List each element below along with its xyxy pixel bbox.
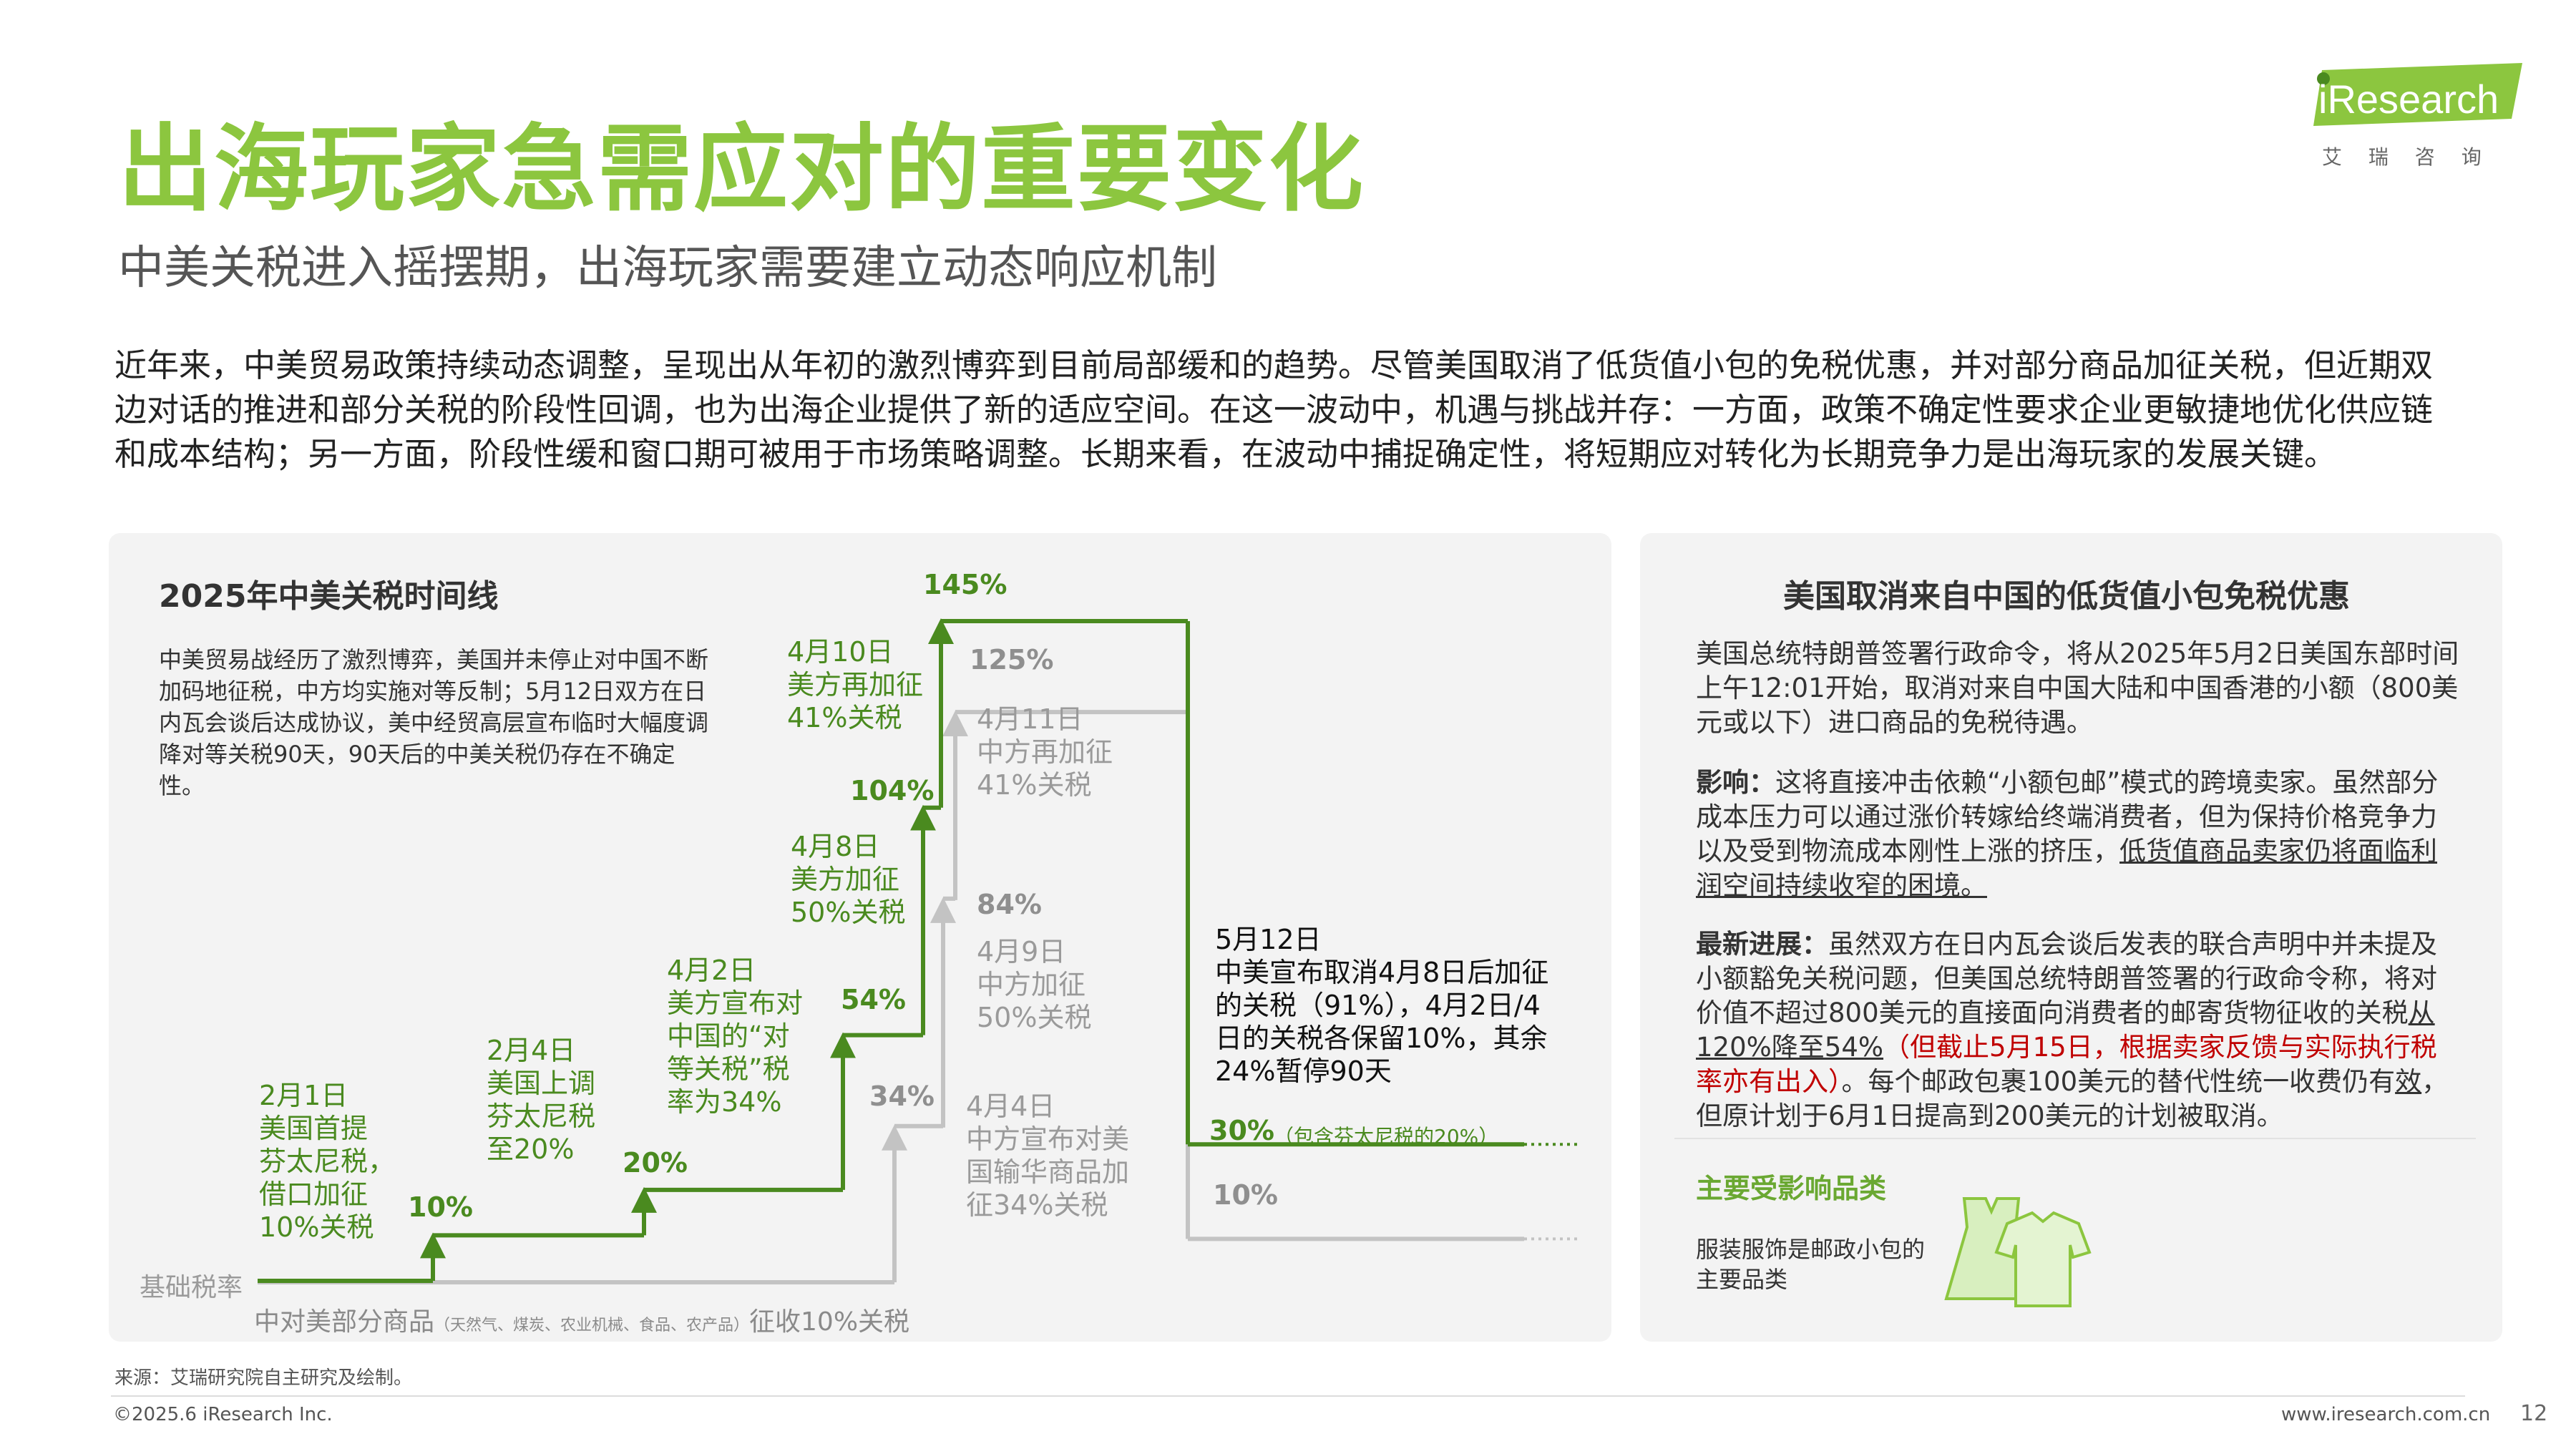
- us-pct-label-0: 10%: [408, 1191, 473, 1223]
- tariff-timeline-panel: [109, 533, 1611, 1342]
- us-pct-label-3: 104%: [850, 775, 935, 806]
- progress-paragraph: 最新进展：虽然双方在日内瓦会谈后发表的联合声明中并未提及小额豁免关税问题，但美国…: [1696, 927, 2462, 1133]
- cn-pct-label-1: 34%: [869, 1080, 935, 1112]
- page-number: 12: [2520, 1401, 2548, 1426]
- cn-pct-label-3: 125%: [970, 644, 1054, 675]
- page-title: 出海玩家急需应对的重要变化: [118, 114, 1365, 225]
- progress-red-note: （但截止5月15日，根据卖家反馈与实际执行税率亦有出入）: [1696, 1032, 2437, 1097]
- de-minimis-panel: [1640, 533, 2502, 1342]
- base-rate-label: 基础税率: [140, 1273, 243, 1302]
- us-pct-label-4: 145%: [923, 569, 1008, 600]
- cn-pct-label-2: 84%: [977, 889, 1042, 920]
- impact-text: 这将直接冲击依赖“小额包邮”模式的跨境卖家。虽然部分成本压力可以通过涨价转嫁给终…: [1696, 767, 2439, 867]
- copyright: ©2025.6 iResearch Inc.: [113, 1404, 333, 1425]
- us-event-label-2: 4月2日 美方宣布对 中国的“对 等关税”税 率为34%: [667, 955, 804, 1118]
- source-note: 来源：艾瑞研究院自主研究及绘制。: [114, 1367, 413, 1389]
- category-text: 服装服饰是邮政小包的主要品类: [1696, 1236, 1926, 1293]
- panel-divider: [1674, 1138, 2476, 1139]
- china-base-tail: 征收10%关税: [749, 1307, 910, 1337]
- us-pct-label-5: 30%: [1209, 1115, 1274, 1146]
- footer-divider: [111, 1395, 2465, 1397]
- iresearch-logo: iResearch 艾 瑞 咨 询: [2308, 63, 2522, 169]
- us-event-label-3: 4月8日 美方加征 50%关税: [791, 831, 906, 928]
- cn-event-label-2: 4月9日 中方加征 50%关税: [977, 936, 1092, 1033]
- impact-paragraph: 影响：这将直接冲击依赖“小额包邮”模式的跨境卖家。虽然部分成本压力可以通过涨价转…: [1696, 766, 2462, 903]
- progress-text-c: ，但原计划于6月1日提高到200美元的计划被取消。: [1696, 1066, 2449, 1131]
- cn-event-label-1: 4月4日 中方宣布对美 国输华商品加 征34%关税: [966, 1091, 1130, 1221]
- timeline-description: 中美贸易战经历了激烈博弈，美国并未停止对中国不断加码地征税，中方均实施对等反制；…: [159, 646, 709, 799]
- timeline-title: 2025年中美关税时间线: [159, 578, 499, 615]
- us-event-label-4: 4月10日 美方再加征 41%关税: [787, 636, 924, 733]
- us-pct-label-2: 54%: [841, 984, 906, 1015]
- impact-label: 影响：: [1696, 767, 1775, 798]
- intro-paragraph: 近年来，中美贸易政策持续动态调整，呈现出从年初的激烈博弈到目前局部缓和的趋势。尽…: [114, 346, 2434, 473]
- progress-label: 最新进展：: [1696, 929, 1828, 960]
- logo-text: iResearch: [2318, 77, 2499, 122]
- may12-event-label: 5月12日 中美宣布取消4月8日后加征 的关税（91%），4月2日/4 日的关税…: [1215, 924, 1549, 1087]
- page-subtitle: 中美关税进入摇摆期，出海玩家需要建立动态响应机制: [118, 242, 1217, 295]
- dress-shirt-icon: [1944, 1197, 2092, 1307]
- category-title: 主要受影响品类: [1696, 1173, 1887, 1204]
- de-minimis-intro: 美国总统特朗普签署行政命令，将从2025年5月2日美国东部时间上午12:01开始…: [1696, 638, 2459, 738]
- progress-text-b: 。每个邮政包裹100美元的替代性统一收费仍有: [1841, 1066, 2396, 1097]
- impact-underlined: 低货值商品卖家仍将面临利润空间持续收窄的困境。: [1696, 836, 2437, 901]
- de-minimis-title: 美国取消来自中国的低货值小包免税优惠: [1783, 578, 2350, 615]
- progress-underlined: 从120%降至54%: [1696, 997, 2435, 1063]
- us-event-label-0: 2月1日 美国首提 芬太尼税， 借口加征 10%关税: [259, 1080, 396, 1243]
- us-may12-note: （包含芬太尼税的20%）: [1274, 1125, 1499, 1148]
- china-base-note: （天然气、煤炭、农业机械、食品、农产品）: [434, 1317, 750, 1335]
- logo-banner: [2313, 63, 2522, 126]
- cn-event-label-3: 4月11日 中方再加征 41%关税: [977, 703, 1113, 801]
- cn-pct-label-4: 10%: [1213, 1179, 1278, 1211]
- website-link[interactable]: www.iresearch.com.cn: [2281, 1404, 2491, 1425]
- china-base-main: 中对美部分商品: [254, 1307, 435, 1337]
- clothing-icon: [1936, 1191, 2100, 1316]
- china-base-label: 中对美部分商品（天然气、煤炭、农业机械、食品、农产品）征收10%关税: [254, 1301, 909, 1338]
- logo-subtext: 艾 瑞 咨 询: [2322, 145, 2492, 169]
- progress-text-a: 虽然双方在日内瓦会谈后发表的联合声明中并未提及小额豁免关税问题，但美国总统特朗普…: [1696, 929, 2437, 1028]
- us-event-label-1: 2月4日 美国上调 芬太尼税 至20%: [487, 1035, 596, 1165]
- progress-text-b-ul: 效: [2395, 1066, 2422, 1097]
- us-pct-label-1: 20%: [623, 1147, 688, 1179]
